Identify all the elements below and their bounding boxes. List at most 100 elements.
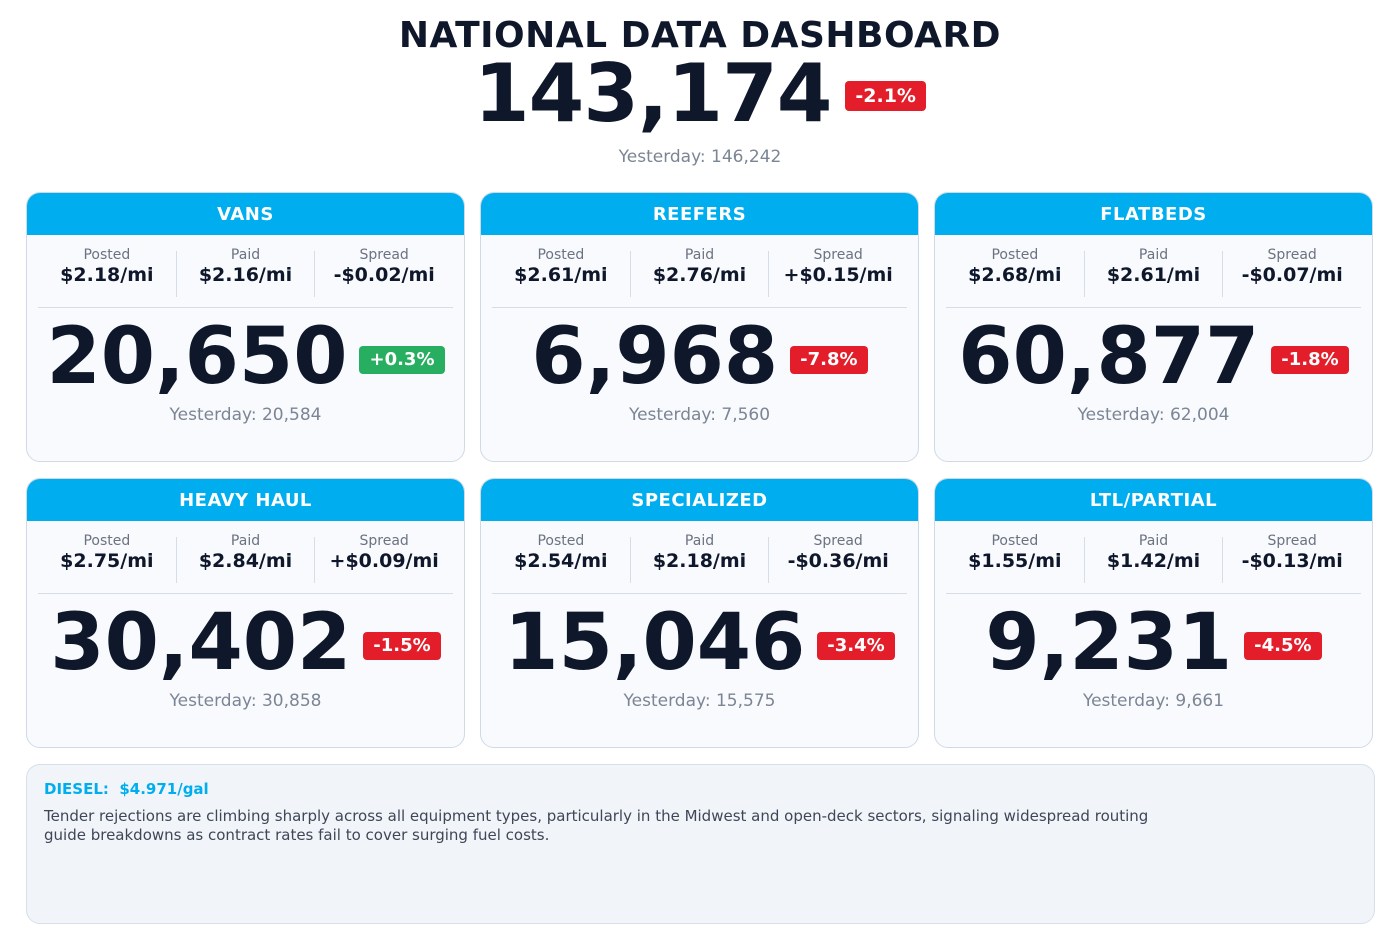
paid-value: $1.42/mi — [1106, 550, 1201, 572]
paid-value: $2.16/mi — [198, 264, 293, 286]
card-vans: VANS Posted $2.18/mi Paid $2.16/mi Spread -… — [26, 192, 465, 462]
load-count: 30,402 — [50, 598, 352, 688]
paid-value: $2.84/mi — [198, 550, 293, 572]
posted-value: $2.61/mi — [514, 264, 608, 286]
posted-label: Posted — [991, 533, 1039, 549]
paid-value: $2.18/mi — [652, 550, 747, 572]
card-flatbeds: FLATBEDS Posted $2.68/mi Paid $2.61/mi Spr… — [934, 192, 1373, 462]
divider — [38, 307, 453, 308]
rate-row: Posted $2.75/mi Paid $2.84/mi Spread +$0.09… — [38, 533, 453, 583]
card-title: REEFERS — [481, 193, 918, 235]
spread-rate: Spread -$0.13/mi — [1223, 533, 1361, 583]
yesterday-count: Yesterday: 9,661 — [1082, 691, 1225, 711]
card-title: VANS — [27, 193, 464, 235]
load-count: 9,231 — [985, 598, 1233, 688]
rate-row: Posted $1.55/mi Paid $1.42/mi Spread -$0.13… — [946, 533, 1361, 583]
spread-value: -$0.13/mi — [1241, 550, 1343, 572]
yesterday-count: Yesterday: 7,560 — [628, 405, 771, 425]
spread-rate: Spread -$0.07/mi — [1223, 247, 1361, 297]
posted-label: Posted — [537, 247, 585, 263]
card-reefers: REEFERS Posted $2.61/mi Paid $2.76/mi Spre… — [480, 192, 919, 462]
paid-rate: Paid $2.61/mi — [1085, 247, 1224, 297]
paid-label: Paid — [1138, 533, 1169, 549]
spread-value: +$0.15/mi — [783, 264, 893, 286]
paid-rate: Paid $1.42/mi — [1085, 533, 1224, 583]
rate-row: Posted $2.18/mi Paid $2.16/mi Spread -$0.02… — [38, 247, 453, 297]
spread-label: Spread — [1267, 533, 1317, 549]
load-count-row: 30,402 -1.5% — [27, 597, 464, 689]
divider — [946, 307, 1361, 308]
load-count-row: 6,968 -7.8% — [481, 311, 918, 403]
load-count: 20,650 — [46, 312, 348, 402]
card-title: HEAVY HAUL — [27, 479, 464, 521]
load-count: 60,877 — [958, 312, 1260, 402]
spread-label: Spread — [1267, 247, 1317, 263]
card-title: FLATBEDS — [935, 193, 1372, 235]
load-count-row: 60,877 -1.8% — [935, 311, 1372, 403]
market-commentary: Tender rejections are climbing sharply a… — [44, 807, 1149, 844]
posted-rate: Posted $2.61/mi — [492, 247, 631, 297]
load-count: 6,968 — [531, 312, 779, 402]
posted-rate: Posted $2.75/mi — [38, 533, 177, 583]
spread-label: Spread — [359, 247, 409, 263]
load-count-row: 15,046 -3.4% — [481, 597, 918, 689]
rate-row: Posted $2.68/mi Paid $2.61/mi Spread -$0.07… — [946, 247, 1361, 297]
spread-rate: Spread -$0.02/mi — [315, 247, 453, 297]
yesterday-count: Yesterday: 62,004 — [1077, 405, 1230, 425]
total-loads-value: 143,174 — [474, 47, 832, 140]
spread-label: Spread — [359, 533, 409, 549]
page-title: NATIONAL DATA DASHBOARD — [398, 15, 1002, 56]
spread-label: Spread — [813, 533, 863, 549]
rate-row: Posted $2.61/mi Paid $2.76/mi Spread +$0.15… — [492, 247, 907, 297]
card-specialized: SPECIALIZED Posted $2.54/mi Paid $2.18/mi … — [480, 478, 919, 748]
yesterday-count: Yesterday: 30,858 — [169, 691, 322, 711]
posted-label: Posted — [83, 533, 131, 549]
paid-label: Paid — [230, 247, 261, 263]
change-badge: -7.8% — [790, 346, 868, 374]
divider — [492, 307, 907, 308]
spread-value: +$0.09/mi — [329, 550, 439, 572]
paid-label: Paid — [1138, 247, 1169, 263]
change-badge: -3.4% — [817, 632, 895, 660]
total-yesterday: Yesterday: 146,242 — [618, 147, 782, 167]
divider — [492, 593, 907, 594]
posted-rate: Posted $2.18/mi — [38, 247, 177, 297]
spread-rate: Spread +$0.15/mi — [769, 247, 907, 297]
dashboard-header: NATIONAL DATA DASHBOARD 143,174 -2.1% Ye… — [0, 14, 1400, 168]
card-title: SPECIALIZED — [481, 479, 918, 521]
posted-value: $2.18/mi — [60, 264, 154, 286]
total-change-badge: -2.1% — [845, 81, 926, 111]
equipment-cards-grid: VANS Posted $2.18/mi Paid $2.16/mi Spread -… — [26, 192, 1374, 748]
paid-rate: Paid $2.84/mi — [177, 533, 316, 583]
posted-label: Posted — [991, 247, 1039, 263]
change-badge: -4.5% — [1244, 632, 1322, 660]
load-count: 15,046 — [504, 598, 806, 688]
spread-rate: Spread -$0.36/mi — [769, 533, 907, 583]
yesterday-count: Yesterday: 15,575 — [623, 691, 776, 711]
posted-rate: Posted $2.68/mi — [946, 247, 1085, 297]
paid-label: Paid — [684, 247, 715, 263]
yesterday-count: Yesterday: 20,584 — [169, 405, 322, 425]
posted-label: Posted — [537, 533, 585, 549]
divider — [946, 593, 1361, 594]
posted-value: $2.68/mi — [968, 264, 1062, 286]
card-heavy-haul: HEAVY HAUL Posted $2.75/mi Paid $2.84/mi S… — [26, 478, 465, 748]
posted-value: $2.75/mi — [60, 550, 154, 572]
card-ltl-partial: LTL/PARTIAL Posted $1.55/mi Paid $1.42/mi … — [934, 478, 1373, 748]
spread-label: Spread — [813, 247, 863, 263]
posted-rate: Posted $2.54/mi — [492, 533, 631, 583]
load-count-row: 20,650 +0.3% — [27, 311, 464, 403]
paid-label: Paid — [684, 533, 715, 549]
paid-rate: Paid $2.16/mi — [177, 247, 316, 297]
spread-value: -$0.02/mi — [333, 264, 435, 286]
posted-value: $1.55/mi — [968, 550, 1062, 572]
change-badge: -1.5% — [363, 632, 441, 660]
rate-row: Posted $2.54/mi Paid $2.18/mi Spread -$0.36… — [492, 533, 907, 583]
posted-label: Posted — [83, 247, 131, 263]
spread-rate: Spread +$0.09/mi — [315, 533, 453, 583]
spread-value: -$0.07/mi — [1241, 264, 1343, 286]
market-commentary-panel: DIESEL: $4.971/gal Tender rejections are… — [26, 764, 1375, 924]
change-badge: -1.8% — [1271, 346, 1349, 374]
paid-rate: Paid $2.76/mi — [631, 247, 770, 297]
divider — [38, 593, 453, 594]
